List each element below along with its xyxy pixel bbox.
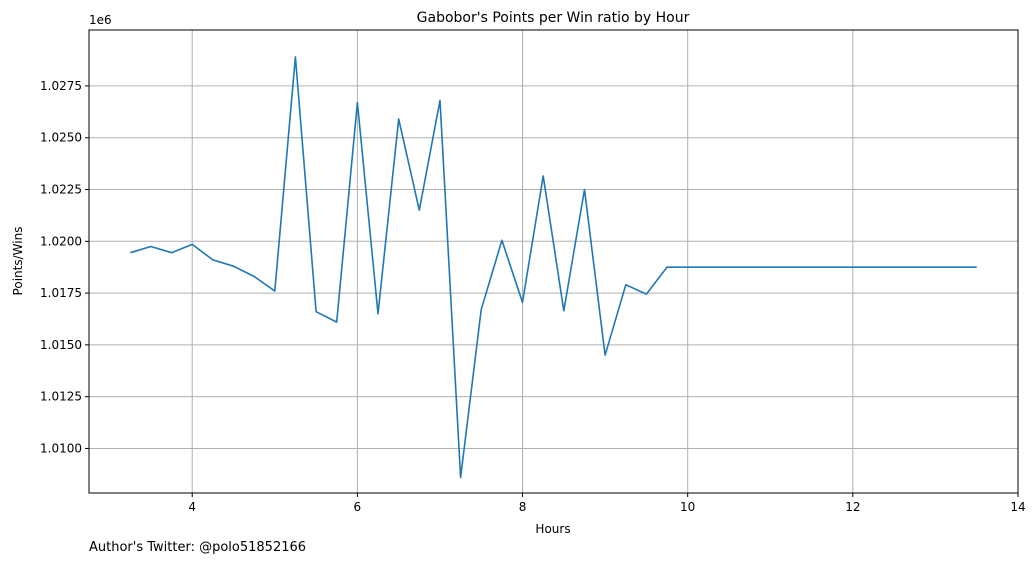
grid-lines bbox=[89, 30, 1018, 493]
y-tick-label: 1.0175 bbox=[40, 286, 82, 300]
x-tick-label: 8 bbox=[519, 500, 527, 514]
x-axis-ticks: 4 6 8 10 12 14 bbox=[188, 493, 1026, 514]
y-axis-label: Points/Wins bbox=[11, 227, 25, 296]
y-tick-label: 1.0125 bbox=[40, 390, 82, 404]
x-tick-label: 12 bbox=[845, 500, 860, 514]
y-tick-label: 1.0200 bbox=[40, 234, 82, 248]
series-line bbox=[130, 56, 977, 479]
y-tick-label: 1.0150 bbox=[40, 338, 82, 352]
y-tick-label: 1.0100 bbox=[40, 441, 82, 455]
x-axis-label: Hours bbox=[535, 522, 570, 536]
x-tick-label: 10 bbox=[680, 500, 695, 514]
x-tick-label: 4 bbox=[188, 500, 196, 514]
x-tick-label: 14 bbox=[1010, 500, 1025, 514]
author-footer: Author's Twitter: @polo51852166 bbox=[89, 540, 306, 555]
y-tick-label: 1.0225 bbox=[40, 183, 82, 197]
y-axis-ticks: 1.0100 1.0125 1.0150 1.0175 1.0200 1.0225 1.02… bbox=[40, 79, 89, 455]
plot-frame bbox=[88, 29, 1019, 494]
chart-title: Gabobor's Points per Win ratio by Hour bbox=[417, 10, 690, 26]
y-tick-label: 1.0275 bbox=[40, 79, 82, 93]
series-group bbox=[130, 56, 977, 479]
y-offset-label: 1e6 bbox=[89, 13, 112, 27]
y-tick-label: 1.0250 bbox=[40, 131, 82, 145]
x-tick-label: 6 bbox=[354, 500, 362, 514]
